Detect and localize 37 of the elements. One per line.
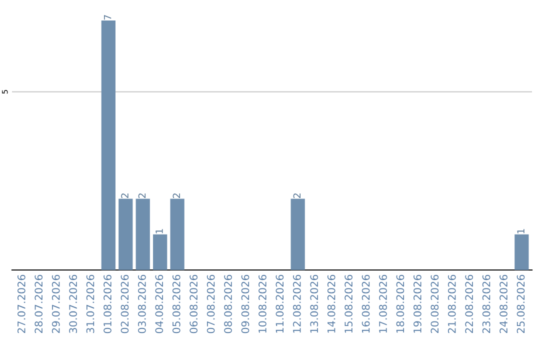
x-tick-label: 05.08.2026 <box>172 274 180 334</box>
x-tick-label: 15.08.2026 <box>344 274 353 333</box>
data-label: 2 <box>121 193 128 198</box>
x-tick-label: 01.08.2026 <box>104 274 112 334</box>
x-tick-label: 28.07.2026 <box>34 274 43 334</box>
x-tick-label: 04.08.2026 <box>155 274 164 334</box>
x-tick-label: 17.08.2026 <box>379 274 387 333</box>
x-tick-label: 11.08.2026 <box>276 274 284 333</box>
x-tick-label: 10.08.2026 <box>258 274 266 333</box>
x-tick-label: 12.08.2026 <box>292 274 301 333</box>
data-label: 1 <box>156 229 163 234</box>
x-tick-label: 07.08.2026 <box>206 274 215 334</box>
x-tick-label: 18.08.2026 <box>396 274 404 333</box>
x-tick-label: 30.07.2026 <box>69 274 78 334</box>
x-tick-label: 16.08.2026 <box>362 274 370 333</box>
x-tick-label: 02.08.2026 <box>120 274 129 334</box>
x-tick-label: 08.08.2026 <box>224 274 232 334</box>
x-tick-label: 24.08.2026 <box>500 274 508 334</box>
data-label: 2 <box>293 193 301 198</box>
x-tick-label: 27.07.2026 <box>17 274 26 334</box>
data-label: 2 <box>138 193 146 198</box>
x-tick-label: 14.08.2026 <box>327 274 336 333</box>
x-tick-label: 29.07.2026 <box>52 274 60 334</box>
x-tick-label: 21.08.2026 <box>448 274 456 334</box>
x-tick-label: 06.08.2026 <box>190 274 198 334</box>
x-tick-label: 03.08.2026 <box>138 274 146 334</box>
x-tick-label: 13.08.2026 <box>310 274 318 333</box>
x-tick-label: 22.08.2026 <box>465 274 474 334</box>
data-label: 1 <box>517 229 524 234</box>
x-tick-label: 19.08.2026 <box>414 274 422 333</box>
x-tick-label: 23.08.2026 <box>482 274 490 334</box>
data-label: 2 <box>172 193 180 198</box>
x-tick-label: 09.08.2026 <box>241 274 250 334</box>
x-tick-label: 20.08.2026 <box>430 274 439 334</box>
x-tick-label: 31.07.2026 <box>86 274 94 334</box>
x-tick-label: 25.08.2026 <box>516 274 525 334</box>
data-label: 7 <box>104 15 112 20</box>
